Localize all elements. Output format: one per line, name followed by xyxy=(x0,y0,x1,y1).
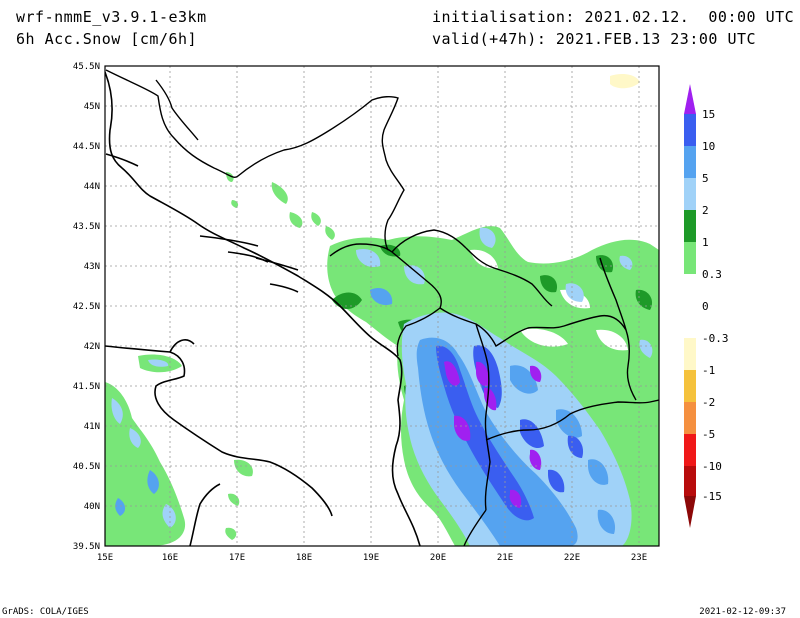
color-legend xyxy=(684,84,696,528)
valid-value: 2021.FEB.13 23:00 UTC xyxy=(555,30,757,48)
lon-tick: 19E xyxy=(363,553,379,563)
lat-tick: 39.5N xyxy=(73,542,100,552)
lat-tick: 42N xyxy=(84,342,100,352)
legend-arrow-bottom xyxy=(684,496,696,528)
legend-label: -10 xyxy=(702,460,722,473)
field-title: 6h Acc.Snow [cm/6h] xyxy=(16,30,198,48)
lon-tick: 17E xyxy=(229,553,245,563)
lat-tick: 43N xyxy=(84,262,100,272)
lat-tick: 44.5N xyxy=(73,142,100,152)
legend-swatch xyxy=(684,274,696,338)
lat-tick: 40.5N xyxy=(73,462,100,472)
plot-frame xyxy=(104,65,660,547)
borders xyxy=(105,69,659,546)
lat-tick: 41N xyxy=(84,422,100,432)
grid-lines xyxy=(105,66,659,546)
init-value: 2021.02.12. 00:00 UTC xyxy=(584,8,795,26)
legend-label: -15 xyxy=(702,490,722,503)
model-title: wrf-nmmE_v3.9.1-e3km xyxy=(16,8,207,26)
lon-axis: 15E 16E 17E 18E 19E 20E 21E 22E 23E xyxy=(97,553,647,563)
lat-tick: 45.5N xyxy=(73,62,100,72)
legend-swatch xyxy=(684,402,696,434)
lon-tick: 16E xyxy=(162,553,178,563)
init-time: initialisation: 2021.02.12. 00:00 UTC xyxy=(432,8,794,26)
footer-timestamp: 2021-02-12-09:37 xyxy=(699,607,786,617)
legend-label: 15 xyxy=(702,108,715,121)
lat-tick: 43.5N xyxy=(73,222,100,232)
legend-swatch xyxy=(684,242,696,274)
lat-tick: 44N xyxy=(84,182,100,192)
legend-swatch xyxy=(684,210,696,242)
legend-swatch xyxy=(684,146,696,178)
legend-label: -5 xyxy=(702,428,715,441)
lon-tick: 18E xyxy=(296,553,312,563)
legend-swatch xyxy=(684,338,696,370)
legend-label: -1 xyxy=(702,364,715,377)
lat-tick: 40N xyxy=(84,502,100,512)
lon-tick: 21E xyxy=(497,553,513,563)
legend-swatch xyxy=(684,434,696,466)
lon-tick: 23E xyxy=(631,553,647,563)
lon-tick: 22E xyxy=(564,553,580,563)
lon-tick: 15E xyxy=(97,553,113,563)
legend-label: 5 xyxy=(702,172,709,185)
init-label: initialisation: xyxy=(432,8,575,26)
legend-label: -2 xyxy=(702,396,715,409)
legend-swatch xyxy=(684,178,696,210)
valid-label: valid(+47h): xyxy=(432,30,547,48)
lat-tick: 42.5N xyxy=(73,302,100,312)
legend-label: 1 xyxy=(702,236,709,249)
legend-swatch xyxy=(684,114,696,146)
coastlines xyxy=(105,71,421,546)
valid-time: valid(+47h): 2021.FEB.13 23:00 UTC xyxy=(432,30,756,48)
legend-label: 2 xyxy=(702,204,709,217)
legend-swatch xyxy=(684,370,696,402)
lat-tick: 45N xyxy=(84,102,100,112)
lon-tick: 20E xyxy=(430,553,446,563)
legend-label: -0.3 xyxy=(702,332,729,345)
legend-arrow-top xyxy=(684,84,696,114)
legend-label: 0 xyxy=(702,300,709,313)
legend-label: 10 xyxy=(702,140,715,153)
legend-labels: 15 10 5 2 1 0.3 0 -0.3 -1 -2 -5 -10 -15 xyxy=(702,108,729,503)
footer-credit: GrADS: COLA/IGES xyxy=(2,607,89,617)
lat-tick: 41.5N xyxy=(73,382,100,392)
legend-swatch xyxy=(684,466,696,496)
lat-axis: 45.5N 45N 44.5N 44N 43.5N 43N 42.5N 42N … xyxy=(73,62,100,552)
legend-label: 0.3 xyxy=(702,268,722,281)
